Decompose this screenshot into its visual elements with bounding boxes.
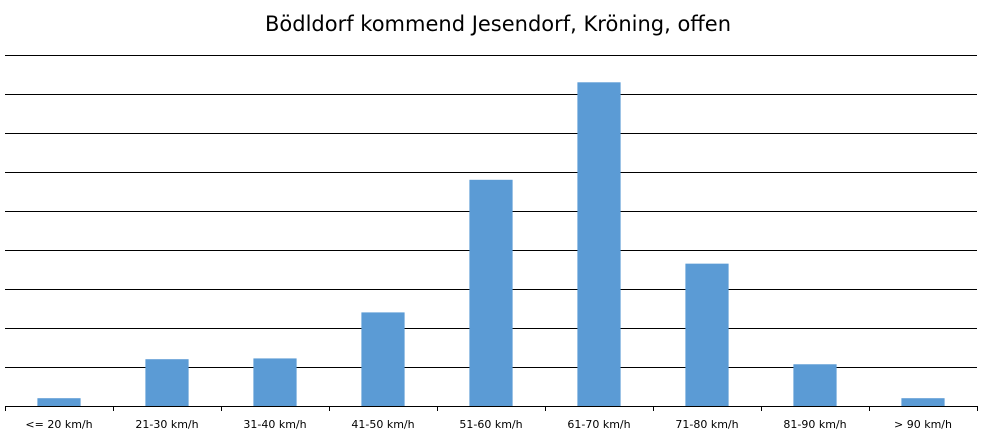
bar <box>253 358 297 406</box>
bar <box>577 82 621 407</box>
bar <box>685 263 729 406</box>
x-tick-label: 31-40 km/h <box>243 418 306 431</box>
x-tick-label: 71-80 km/h <box>675 418 738 431</box>
x-axis <box>5 406 978 411</box>
bar <box>361 312 405 406</box>
x-tick-label: 81-90 km/h <box>783 418 846 431</box>
bars <box>37 82 945 407</box>
x-tick-label: <= 20 km/h <box>25 418 92 431</box>
chart-title: Bödldorf kommend Jesendorf, Kröning, off… <box>264 12 732 36</box>
x-tick-label: 41-50 km/h <box>351 418 414 431</box>
x-tick-label: 61-70 km/h <box>567 418 630 431</box>
bar <box>469 179 513 406</box>
x-tick-label: > 90 km/h <box>894 418 952 431</box>
x-tick-labels: <= 20 km/h 21-30 km/h 31-40 km/h 41-50 km/h… <box>25 418 952 431</box>
bar <box>793 364 837 406</box>
x-tick-label: 51-60 km/h <box>459 418 522 431</box>
bar <box>37 398 81 406</box>
bar <box>145 359 189 406</box>
bar <box>901 398 945 406</box>
x-tick-label: 21-30 km/h <box>135 418 198 431</box>
